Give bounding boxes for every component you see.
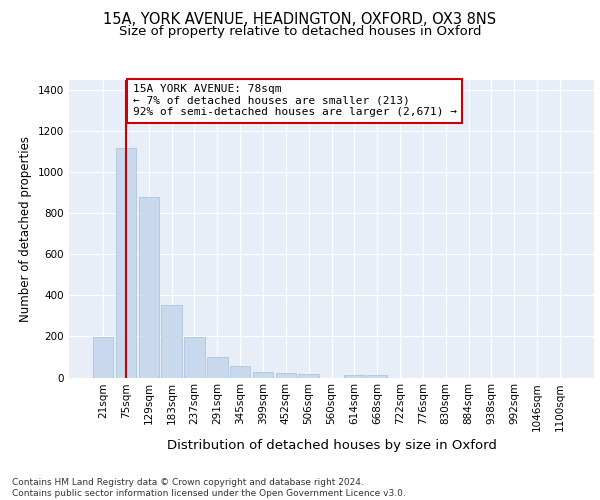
Bar (298, 374, 319, 378)
Bar (344, 375, 365, 378)
Bar (230, 366, 250, 378)
Text: Size of property relative to detached houses in Oxford: Size of property relative to detached ho… (119, 25, 481, 38)
Bar (367, 375, 388, 378)
Bar (253, 372, 273, 378)
Bar (184, 338, 205, 378)
Bar (207, 357, 227, 378)
X-axis label: Distribution of detached houses by size in Oxford: Distribution of detached houses by size … (167, 440, 496, 452)
Text: Contains HM Land Registry data © Crown copyright and database right 2024.
Contai: Contains HM Land Registry data © Crown c… (12, 478, 406, 498)
Bar (275, 374, 296, 378)
Text: 15A, YORK AVENUE, HEADINGTON, OXFORD, OX3 8NS: 15A, YORK AVENUE, HEADINGTON, OXFORD, OX… (103, 12, 497, 28)
Text: 15A YORK AVENUE: 78sqm
← 7% of detached houses are smaller (213)
92% of semi-det: 15A YORK AVENUE: 78sqm ← 7% of detached … (133, 84, 457, 117)
Bar (116, 148, 136, 378)
Y-axis label: Number of detached properties: Number of detached properties (19, 136, 32, 322)
Bar (161, 304, 182, 378)
Bar (93, 337, 113, 378)
Bar (139, 197, 159, 378)
